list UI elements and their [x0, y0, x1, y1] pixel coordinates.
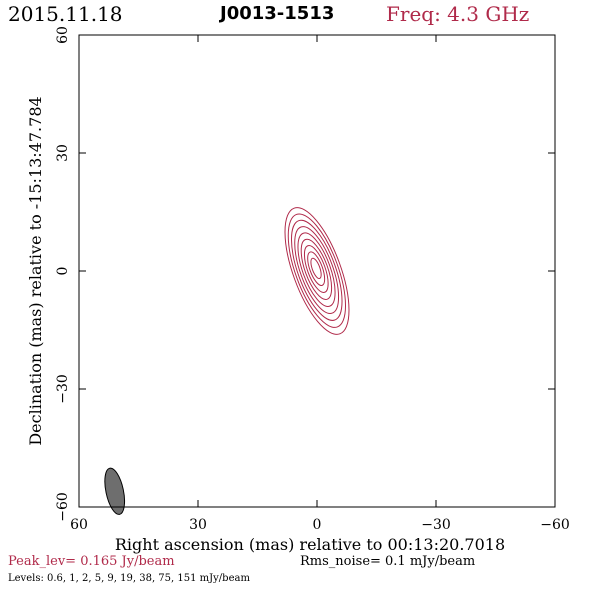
peak-level: Peak_lev= 0.165 Jy/beam: [8, 554, 175, 569]
contour-level-7: [303, 245, 329, 293]
plot-frame: [78, 34, 556, 508]
contour-level-1: [284, 207, 350, 335]
y-tick-label: −60: [55, 492, 71, 522]
contour-level-6: [300, 238, 333, 300]
observation-date: 2015.11.18: [8, 2, 123, 26]
contour-level-4: [294, 226, 340, 314]
y-tick-label: 30: [55, 144, 71, 162]
x-tick-label: −30: [421, 517, 451, 533]
contour-level-3: [290, 219, 343, 321]
x-tick-label: 0: [313, 517, 322, 533]
x-tick-label: −60: [540, 517, 570, 533]
x-tick-label: 60: [70, 517, 88, 533]
contour-level-9: [310, 257, 322, 280]
map-content: [104, 207, 350, 515]
restoring-beam: [104, 467, 126, 515]
source-name: J0013-1513: [220, 3, 335, 24]
y-axis-label: Declination (mas) relative to -15:13:47.…: [26, 96, 45, 445]
rms-noise: Rms_noise= 0.1 mJy/beam: [300, 554, 476, 569]
source-contours: [284, 207, 350, 335]
x-tick-label: 30: [189, 517, 207, 533]
contour-levels: Levels: 0.6, 1, 2, 5, 9, 19, 38, 75, 151…: [8, 573, 250, 584]
contour-level-8: [307, 251, 326, 286]
contour-level-2: [287, 213, 347, 328]
y-tick-label: −30: [55, 374, 71, 404]
frequency-label: Freq: 4.3 GHz: [386, 2, 530, 26]
y-tick-label: 60: [55, 26, 71, 44]
x-axis-label: Right ascension (mas) relative to 00:13:…: [115, 535, 505, 554]
axis-ticks: [78, 34, 556, 508]
contour-level-5: [297, 232, 336, 307]
y-tick-label: 0: [55, 267, 71, 276]
